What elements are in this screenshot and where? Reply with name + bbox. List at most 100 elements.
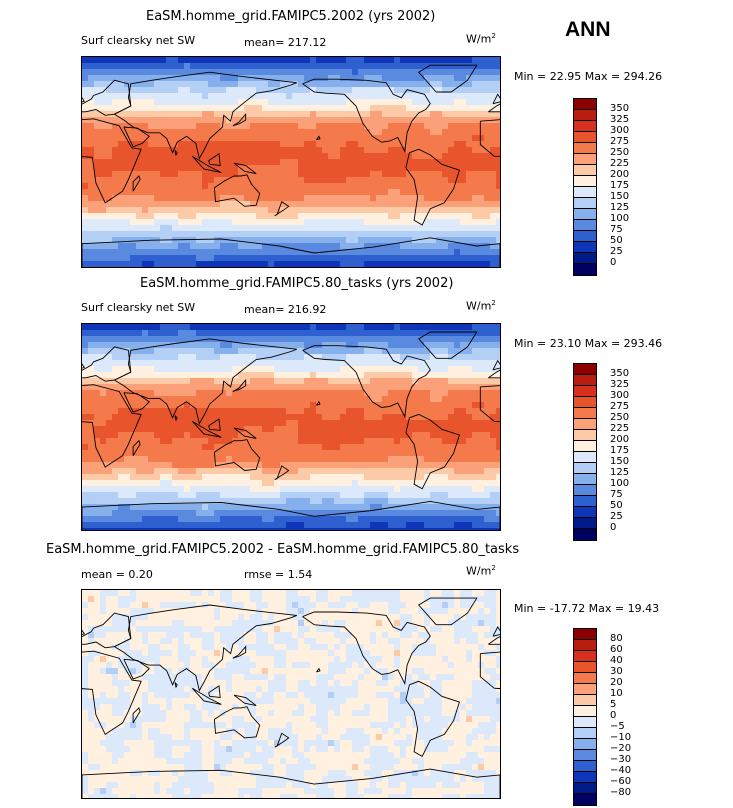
colorbar-tick-label: −5 <box>610 721 625 732</box>
coastline <box>232 112 247 127</box>
contour-field <box>82 590 500 798</box>
colorbar-swatch <box>574 750 596 761</box>
colorbar-swatch <box>574 143 596 154</box>
coastline <box>208 418 221 431</box>
panel-3-mean: mean = 0.20 <box>81 568 153 581</box>
colorbar-tick-label: −60 <box>610 776 632 787</box>
coastline <box>123 658 151 680</box>
panel-3-map <box>81 589 501 799</box>
colorbar-swatch <box>574 485 596 496</box>
coastline <box>191 687 222 705</box>
colorbar-swatch <box>574 529 596 540</box>
colorbar-tick-label: 10 <box>610 688 623 699</box>
coastline <box>213 174 261 207</box>
colorbar-swatch <box>574 264 596 275</box>
coastline <box>274 465 290 481</box>
coastline <box>114 604 297 692</box>
colorbar-swatch <box>574 386 596 397</box>
colorbar-tick-label: 80 <box>610 633 623 644</box>
panel-1-title: EaSM.homme_grid.FAMIPC5.2002 (yrs 2002) <box>146 9 436 24</box>
colorbar-tick-label: 5 <box>610 699 617 710</box>
colorbar-tick-label: 250 <box>610 412 630 423</box>
colorbar-tick-label: −30 <box>610 754 632 765</box>
coastlines <box>82 64 500 267</box>
coastline <box>82 768 500 798</box>
coastlines <box>82 597 500 798</box>
colorbar-swatch <box>574 253 596 264</box>
colorbar-tick-label: 0 <box>610 710 617 721</box>
colorbar-tick-label: 0 <box>610 257 617 268</box>
colorbar-swatch <box>574 728 596 739</box>
colorbar-swatch <box>574 783 596 794</box>
coastline-wrap <box>82 118 142 204</box>
colorbar-swatch <box>574 739 596 750</box>
coastline <box>492 359 500 371</box>
colorbar-tick-label: 225 <box>610 423 630 434</box>
panel-1-contour-plot <box>82 57 500 267</box>
colorbar-swatch <box>574 110 596 121</box>
colorbar-swatch <box>574 761 596 772</box>
coastline <box>233 162 257 175</box>
colorbar-tick-label: 350 <box>610 368 630 379</box>
colorbar-swatch <box>574 121 596 132</box>
colorbar-swatch <box>574 629 596 640</box>
colorbar-tick-label: 75 <box>610 489 623 500</box>
contour-field <box>82 324 500 530</box>
colorbar-swatch <box>574 419 596 430</box>
colorbar-tick-label: 300 <box>610 125 630 136</box>
colorbar-tick-label: 100 <box>610 213 630 224</box>
coastline <box>316 667 321 673</box>
colorbar-tick-label: 250 <box>610 147 630 158</box>
colorbar-swatch <box>574 684 596 695</box>
colorbar-swatch <box>574 220 596 231</box>
colorbar-tick-label: 50 <box>610 235 623 246</box>
colorbar-swatch <box>574 695 596 706</box>
coastline <box>232 378 247 392</box>
coastline <box>316 135 321 141</box>
colorbar-tick-label: −10 <box>610 732 632 743</box>
coastline <box>174 415 178 422</box>
colorbar-tick-label: −40 <box>610 765 632 776</box>
panel-2-minmax: Min = 23.10 Max = 293.46 <box>514 337 663 350</box>
colorbar-swatch <box>574 452 596 463</box>
panel-3-contour-plot <box>82 590 500 798</box>
colorbar-tick-label: 40 <box>610 655 623 666</box>
colorbar-swatch <box>574 165 596 176</box>
coastline <box>418 64 478 93</box>
colorbar-tick-label: 275 <box>610 401 630 412</box>
coastline <box>405 148 460 226</box>
colorbar-swatch <box>574 441 596 452</box>
colorbar-tick-label: 300 <box>610 390 630 401</box>
panel-1-variable-label: Surf clearsky net SW <box>81 34 196 47</box>
coastline <box>233 427 257 439</box>
colorbar-swatch <box>574 209 596 220</box>
panel-1-minmax: Min = 22.95 Max = 294.26 <box>514 70 663 83</box>
panel-3-minmax: Min = -17.72 Max = 19.43 <box>514 602 660 615</box>
coastline <box>132 439 141 456</box>
colorbar-swatch <box>574 474 596 485</box>
coastline <box>274 732 290 748</box>
colorbar-tick-label: 275 <box>610 136 630 147</box>
colorbar-swatch <box>574 231 596 242</box>
colorbar-swatch <box>574 507 596 518</box>
panel-3-title: EaSM.homme_grid.FAMIPC5.2002 - EaSM.homm… <box>46 542 520 557</box>
colorbar-tick-label: −80 <box>610 787 632 798</box>
colorbar-tick-label: 75 <box>610 224 623 235</box>
coastline <box>213 706 261 739</box>
colorbar-swatch <box>574 706 596 717</box>
coastline <box>82 500 500 530</box>
colorbar-swatch <box>574 772 596 783</box>
colorbar-swatch <box>574 176 596 187</box>
coastline <box>123 392 151 413</box>
coastline <box>114 338 297 425</box>
coastline <box>274 201 290 217</box>
panel-3-units: W/m2 <box>466 564 496 578</box>
coastline <box>417 331 478 359</box>
panel-2-contour-plot <box>82 324 500 530</box>
colorbar-tick-label: 25 <box>610 246 623 257</box>
colorbar-tick-label: 50 <box>610 500 623 511</box>
panel-2-variable-label: Surf clearsky net SW <box>81 301 196 314</box>
colorbar-tick-label: 100 <box>610 478 630 489</box>
colorbar-swatch <box>574 187 596 198</box>
coastline-wrap <box>82 384 142 468</box>
